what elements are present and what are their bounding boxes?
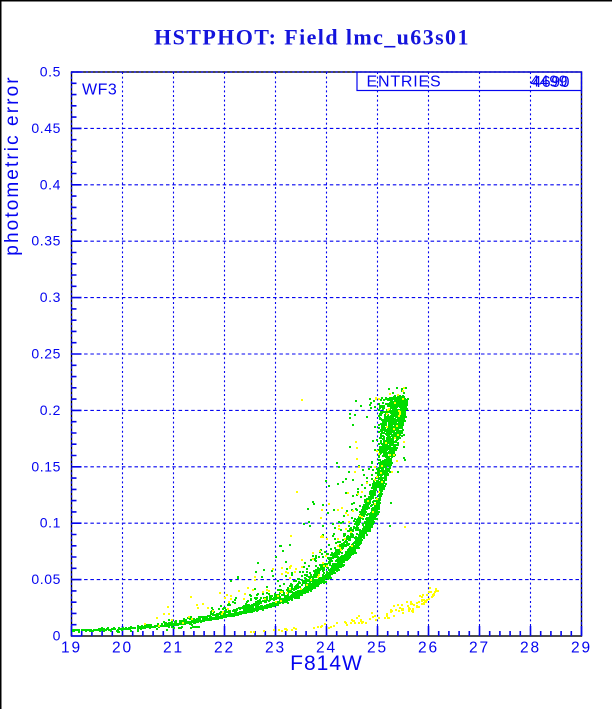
- svg-text:23: 23: [265, 640, 286, 657]
- svg-text:0.05: 0.05: [31, 571, 61, 587]
- svg-text:0.3: 0.3: [40, 289, 61, 305]
- svg-text:0.2: 0.2: [40, 402, 61, 418]
- svg-text:WF3: WF3: [82, 82, 117, 99]
- svg-text:0.5: 0.5: [40, 64, 61, 80]
- svg-text:29: 29: [571, 640, 592, 657]
- svg-text:28: 28: [520, 640, 541, 657]
- svg-text:0.15: 0.15: [31, 458, 61, 474]
- svg-text:HSTPHOT: Field lmc_u63s01: HSTPHOT: Field lmc_u63s01: [154, 25, 470, 50]
- svg-text:0.35: 0.35: [31, 233, 61, 249]
- svg-text:25: 25: [367, 640, 388, 657]
- svg-text:ENTRIES: ENTRIES: [367, 74, 442, 91]
- svg-text:0.45: 0.45: [31, 120, 61, 136]
- svg-text:0: 0: [53, 628, 61, 644]
- svg-text:0.25: 0.25: [31, 346, 61, 362]
- svg-text:27: 27: [469, 640, 490, 657]
- svg-text:4499: 4499: [530, 74, 568, 91]
- svg-text:20: 20: [112, 640, 133, 657]
- svg-text:22: 22: [214, 640, 235, 657]
- svg-text:24: 24: [316, 640, 337, 657]
- svg-text:26: 26: [418, 640, 439, 657]
- svg-text:F814W: F814W: [290, 652, 363, 675]
- svg-text:0.1: 0.1: [40, 515, 61, 531]
- svg-text:4690: 4690: [532, 74, 570, 91]
- svg-text:0.4: 0.4: [40, 176, 61, 192]
- svg-text:21: 21: [163, 640, 184, 657]
- svg-text:photometric error: photometric error: [2, 75, 23, 255]
- svg-text:19: 19: [61, 640, 82, 657]
